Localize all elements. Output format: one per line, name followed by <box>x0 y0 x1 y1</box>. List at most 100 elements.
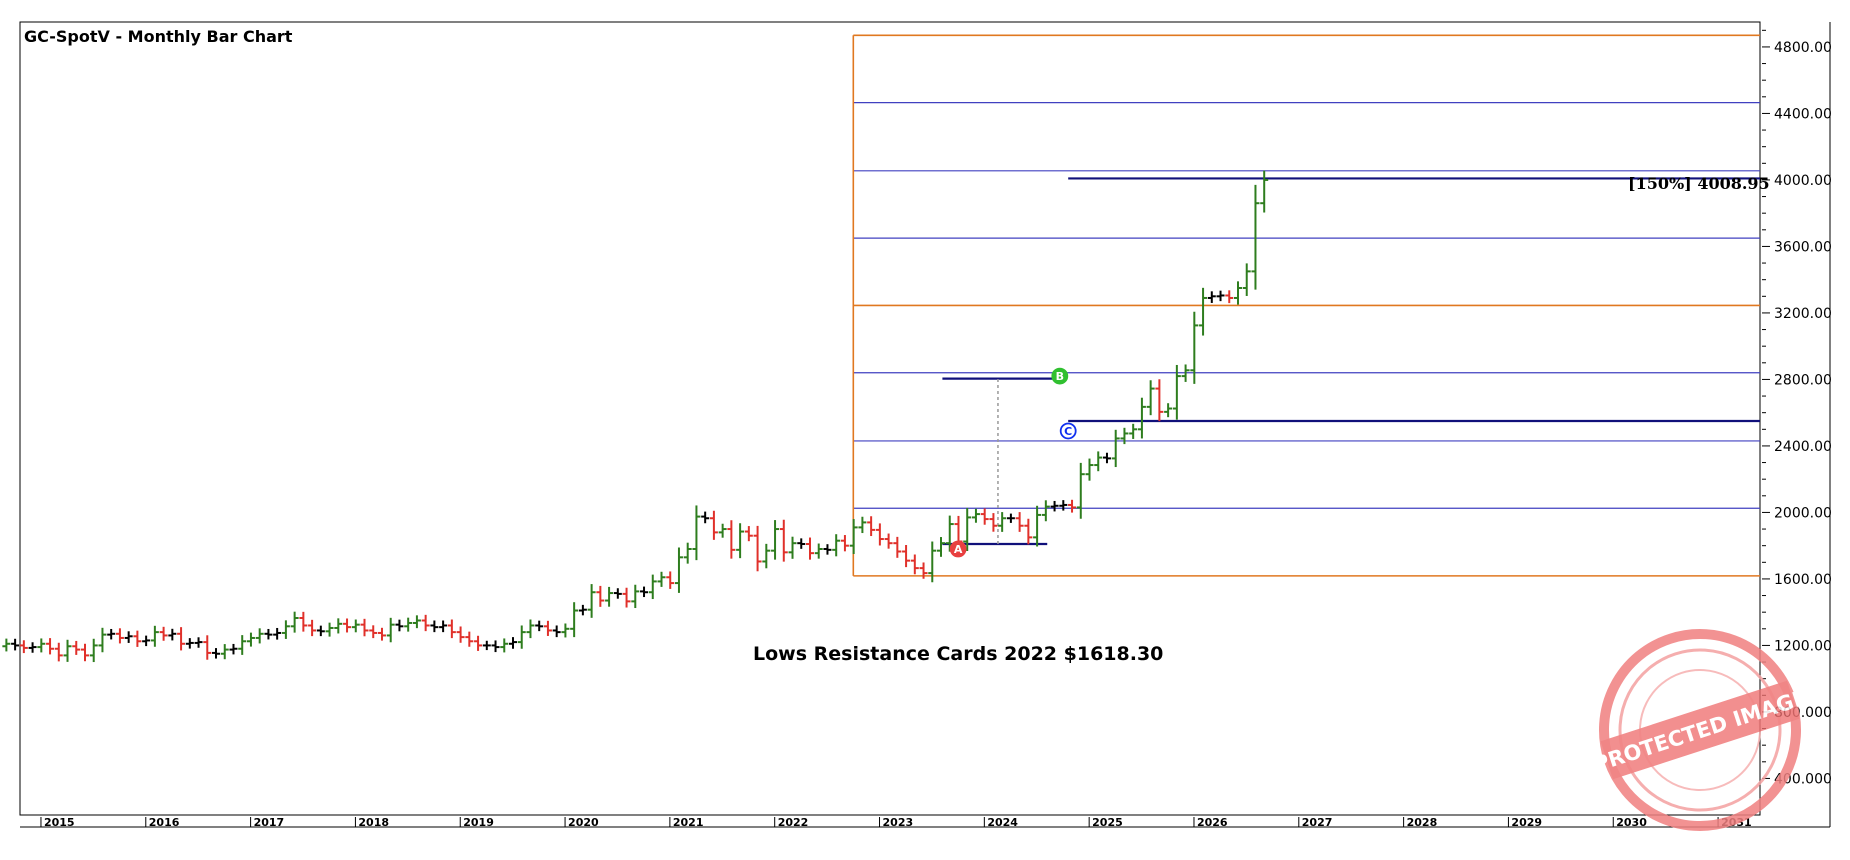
ohlc-bar <box>246 632 255 647</box>
ohlc-bar <box>1015 512 1024 532</box>
ohlc-bar <box>63 639 72 662</box>
ohlc-bar <box>19 640 28 654</box>
ohlc-bar <box>264 628 273 640</box>
ohlc-bar <box>46 638 55 655</box>
x-tick-label: 2020 <box>568 816 599 829</box>
ohlc-bar <box>474 635 483 651</box>
ohlc-bar <box>971 508 980 523</box>
ohlc-bar <box>875 523 884 546</box>
ohlc-bar <box>849 519 858 554</box>
ohlc-bar <box>919 562 928 579</box>
x-tick-label: 2027 <box>1302 816 1333 829</box>
ohlc-bar <box>613 588 622 599</box>
y-tick-label: 2000.00 <box>1774 505 1832 521</box>
ohlc-bar <box>1155 379 1164 422</box>
ohlc-bar <box>482 640 491 651</box>
ohlc-bar <box>386 617 395 643</box>
ohlc-bar <box>1102 452 1111 464</box>
ohlc-bar <box>552 625 561 638</box>
ohlc-bar <box>395 619 404 632</box>
y-tick-label: 2400.00 <box>1774 439 1832 455</box>
ohlc-bar <box>910 554 919 575</box>
ohlc-bar <box>124 631 133 643</box>
ohlc-bar <box>1207 291 1216 303</box>
ohlc-bar <box>840 535 849 552</box>
ohlc-bar <box>1172 364 1181 420</box>
ohlc-bar <box>587 584 596 618</box>
ohlc-bar <box>80 643 89 662</box>
ohlc-bar <box>1216 290 1225 302</box>
ohlc-bar <box>133 630 142 647</box>
ohlc-bar <box>797 538 806 549</box>
y-tick-label: 4400.00 <box>1774 106 1832 122</box>
y-tick-label: 3600.00 <box>1774 239 1832 255</box>
ohlc-bar <box>823 544 832 555</box>
ohlc-bar <box>1242 263 1251 296</box>
x-tick-label: 2016 <box>149 816 180 829</box>
ohlc-bar <box>1181 364 1190 382</box>
ohlc-bar <box>666 571 675 589</box>
ohlc-bar <box>989 513 998 532</box>
ohlc-bar <box>963 507 972 551</box>
ohlc-bar <box>509 637 517 649</box>
x-tick-label: 2026 <box>1197 816 1228 829</box>
ohlc-bar <box>937 537 946 557</box>
ohlc-bar <box>631 584 640 609</box>
ohlc-bar <box>858 516 867 534</box>
ohlc-bar <box>945 515 954 552</box>
ohlc-bar <box>325 622 334 637</box>
ohlc-bar <box>1059 500 1068 511</box>
ohlc-bar <box>1033 505 1042 547</box>
ohlc-bar <box>1199 287 1208 336</box>
point-label: A <box>954 543 963 556</box>
ohlc-bar <box>736 523 745 559</box>
ohlc-bar <box>281 620 290 639</box>
ohlc-bar <box>500 638 509 653</box>
ohlc-bar <box>439 620 448 633</box>
ohlc-bar <box>701 511 710 524</box>
plot-border <box>19 21 1761 816</box>
y-tick-label: 3200.00 <box>1774 306 1832 322</box>
ohlc-bar <box>1041 500 1050 522</box>
ohlc-bar <box>334 618 343 634</box>
ohlc-bar <box>28 642 37 653</box>
ohlc-bar <box>526 619 535 639</box>
ohlc-bar <box>535 620 544 632</box>
x-axis: 2015 2016 2017 2018 2019 2020 2021 2022 2023 2024… <box>40 816 1752 829</box>
ohlc-bar <box>570 602 579 638</box>
ohlc-bar <box>290 611 299 633</box>
ohlc-bar <box>622 587 631 608</box>
ohlc-bar <box>578 604 587 616</box>
ohlc-bar <box>308 619 317 637</box>
point-label: C <box>1064 425 1072 438</box>
ohlc-bar <box>832 534 841 557</box>
ohlc-bar <box>150 625 159 647</box>
ohlc-bar <box>884 533 893 549</box>
ohlc-bar <box>351 619 360 633</box>
abc-points: A B C <box>949 367 1077 558</box>
ohlc-bar <box>753 525 762 572</box>
ohlc-bar <box>491 640 500 653</box>
ohlc-bar <box>1234 281 1242 305</box>
ohlc-bar <box>788 536 797 559</box>
ohlc-bar <box>640 586 649 598</box>
ohlc-bar <box>89 638 98 663</box>
ohlc-bar <box>54 642 63 662</box>
ohlc-bar <box>543 620 552 636</box>
ohlc-bar <box>1024 518 1033 545</box>
point-c: C <box>1059 422 1077 440</box>
annotation-text: Lows Resistance Cards 2022 $1618.30 <box>753 643 1163 665</box>
ohlc-bar <box>430 620 439 633</box>
ohlc-bar <box>517 625 526 649</box>
ohlc-bar <box>1076 462 1085 519</box>
ohlc-bar <box>203 635 212 660</box>
ohlc-bar <box>1137 397 1146 439</box>
ohlc-bar <box>596 585 605 607</box>
ohlc-bar <box>299 611 308 632</box>
fib-levels <box>852 34 1760 577</box>
ohlc-bar <box>1190 311 1199 384</box>
ohlc-bar <box>867 516 876 537</box>
x-tick-label: 2015 <box>44 816 75 829</box>
ohlc-bar <box>377 627 386 641</box>
